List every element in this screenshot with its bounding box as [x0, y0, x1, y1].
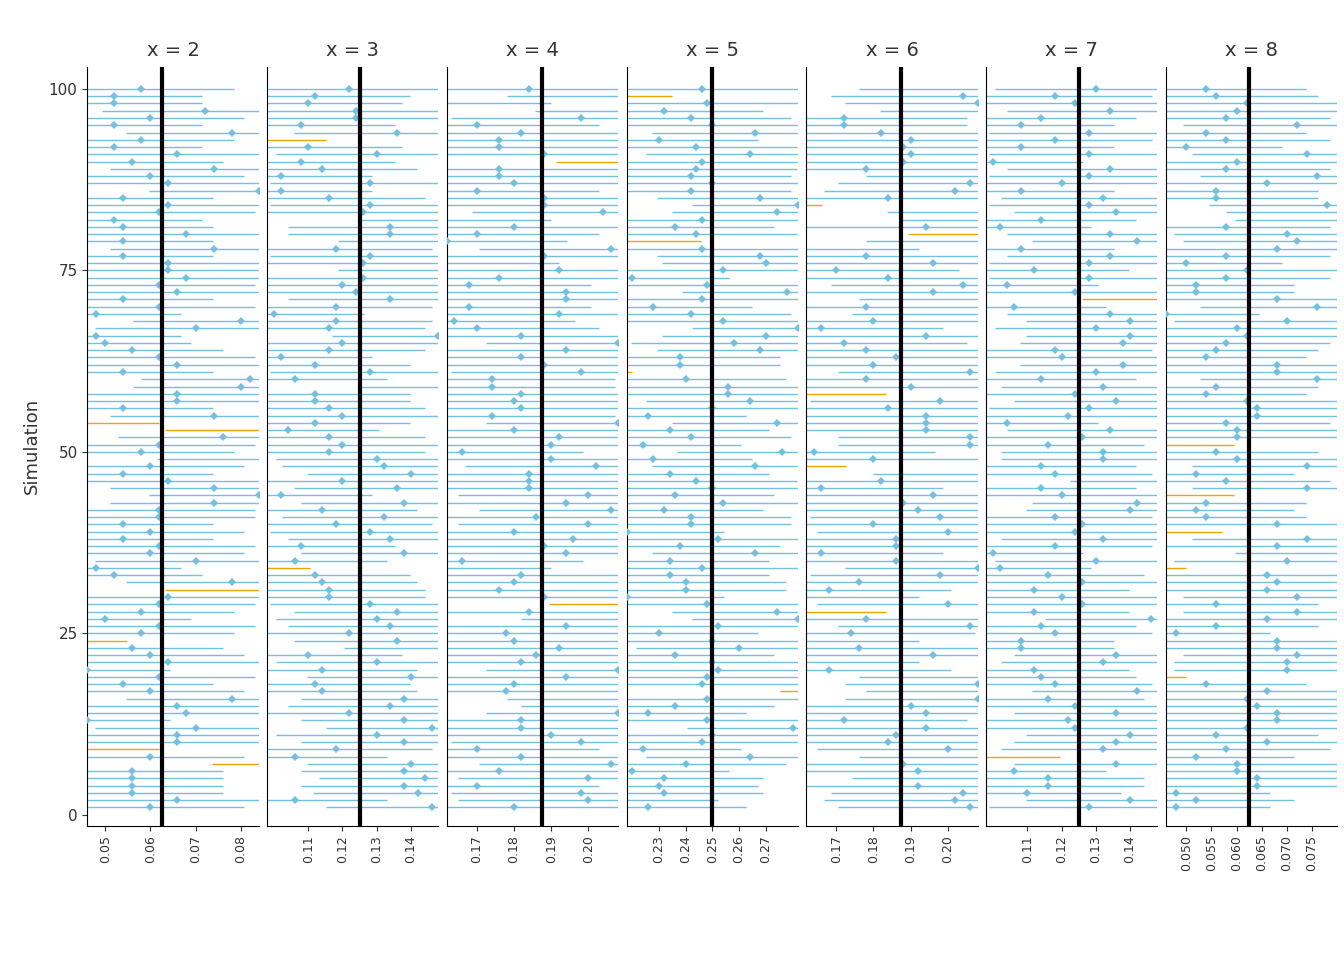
Title: x = 5: x = 5 — [685, 41, 739, 60]
Title: x = 3: x = 3 — [327, 41, 379, 60]
Title: x = 6: x = 6 — [866, 41, 918, 60]
Y-axis label: Simulation: Simulation — [23, 398, 40, 494]
Title: x = 2: x = 2 — [146, 41, 199, 60]
Title: x = 7: x = 7 — [1046, 41, 1098, 60]
Title: x = 4: x = 4 — [507, 41, 559, 60]
Title: x = 8: x = 8 — [1226, 41, 1278, 60]
